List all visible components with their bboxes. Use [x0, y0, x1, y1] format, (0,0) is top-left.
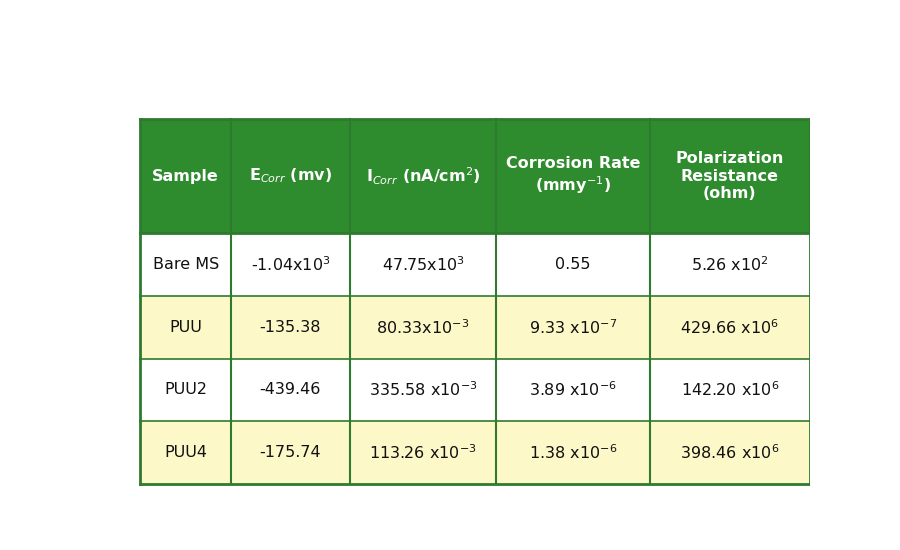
Text: Corrosion Rate
(mmy$^{-1}$): Corrosion Rate (mmy$^{-1}$) [506, 156, 640, 196]
Text: 335.58 x10$^{-3}$: 335.58 x10$^{-3}$ [369, 381, 477, 399]
Text: -175.74: -175.74 [259, 445, 321, 460]
Text: 0.55: 0.55 [555, 257, 590, 272]
Bar [140, 119, 810, 233]
Text: -1.04x10$^{3}$: -1.04x10$^{3}$ [250, 255, 330, 274]
Text: 5.26 x10$^{2}$: 5.26 x10$^{2}$ [691, 255, 769, 274]
Text: PUU2: PUU2 [164, 382, 207, 398]
Text: PUU4: PUU4 [164, 445, 207, 460]
Text: E$_{Corr}$ (mv): E$_{Corr}$ (mv) [248, 167, 332, 185]
Text: -135.38: -135.38 [259, 320, 321, 335]
Text: 1.38 x10$^{-6}$: 1.38 x10$^{-6}$ [528, 443, 617, 462]
Text: 80.33x10$^{-3}$: 80.33x10$^{-3}$ [376, 318, 470, 337]
Text: 113.26 x10$^{-3}$: 113.26 x10$^{-3}$ [369, 443, 477, 462]
Bar [140, 421, 810, 484]
Text: 9.33 x10$^{-7}$: 9.33 x10$^{-7}$ [528, 318, 617, 337]
Text: Bare MS: Bare MS [153, 257, 219, 272]
Text: Sample: Sample [152, 169, 219, 184]
Text: 429.66 x10$^{6}$: 429.66 x10$^{6}$ [680, 318, 779, 337]
Text: 47.75x10$^{3}$: 47.75x10$^{3}$ [382, 255, 464, 274]
Text: 142.20 x10$^{6}$: 142.20 x10$^{6}$ [680, 381, 779, 399]
Text: I$_{Corr}$ (nA/cm$^{2}$): I$_{Corr}$ (nA/cm$^{2}$) [365, 166, 481, 187]
Text: PUU: PUU [169, 320, 202, 335]
Text: 3.89 x10$^{-6}$: 3.89 x10$^{-6}$ [529, 381, 616, 399]
Bar [140, 359, 810, 421]
Text: -439.46: -439.46 [260, 382, 321, 398]
Text: 398.46 x10$^{6}$: 398.46 x10$^{6}$ [680, 443, 779, 462]
Text: Polarization
Resistance
(ohm): Polarization Resistance (ohm) [676, 151, 784, 201]
Bar [140, 233, 810, 296]
Bar [140, 296, 810, 359]
